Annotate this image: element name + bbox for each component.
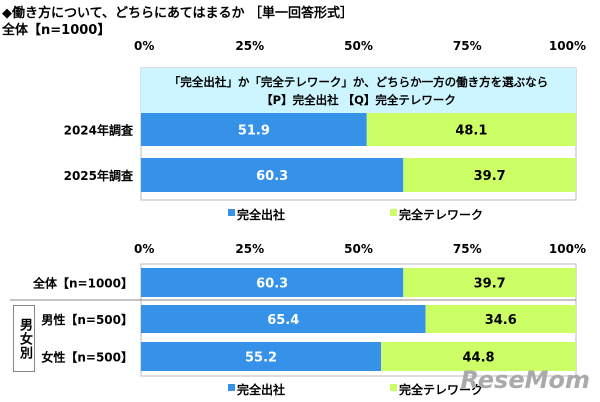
bar-office [141,305,426,333]
data-label: 39.7 [474,277,506,292]
data-label: 48.1 [455,124,487,139]
x-tick-label: 75% [453,39,482,53]
bar-telework [403,158,576,192]
x-tick-label: 100% [549,242,586,256]
category-label: 全体【n=1000】 [32,276,133,291]
data-label: 51.9 [238,124,270,139]
x-tick-label: 50% [344,39,373,53]
bar-telework [403,268,576,297]
header-text: 「完全出社」か「完全テレワーク」か、どちらか一方の働き方を選ぶなら [169,75,548,89]
data-label: 44.8 [463,351,495,366]
bar-office [141,342,382,371]
bar-office [141,158,404,192]
legend-label-telework: 完全テレワーク [399,382,483,397]
x-tick-label: 0% [134,39,154,53]
category-label: 女性【n=500】 [41,350,133,365]
header-text: 【P】完全出社 【Q】完全テレワーク [261,93,456,107]
legend-swatch-telework [390,209,397,216]
x-tick-label: 50% [344,242,373,256]
x-tick-label: 25% [235,242,264,256]
legend-label-telework: 完全テレワーク [399,207,483,222]
header-box [141,68,576,113]
data-label: 60.3 [256,277,288,292]
category-label: 2024年調査 [64,123,134,138]
bar-telework [366,113,576,146]
legend-swatch-telework [390,384,397,391]
legend-label-office: 完全出社 [237,207,285,222]
x-tick-label: 0% [134,242,154,256]
x-tick-label: 100% [549,39,586,53]
watermark-logo: ReseMom [460,366,590,394]
x-tick-label: 75% [453,242,482,256]
data-label: 60.3 [256,169,288,184]
data-label: 39.7 [474,169,506,184]
x-tick-label: 25% [235,39,264,53]
chart-subtitle: 全体【n=1000】 [2,23,111,38]
group-label: 男女別 [13,305,35,372]
bar-office [141,268,404,297]
legend-swatch-office [228,384,235,391]
category-label: 男性【n=500】 [41,312,133,327]
category-label: 2025年調査 [64,168,134,183]
data-label: 34.6 [485,313,517,328]
legend-label-office: 完全出社 [237,382,285,397]
legend-swatch-office [228,209,235,216]
bar-telework [381,342,576,371]
data-label: 55.2 [245,351,277,366]
bar-office [141,113,367,146]
chart-title: ◆働き方について、どちらにあてはまるか ［単一回答形式］ [2,6,353,21]
data-label: 65.4 [267,313,299,328]
bar-telework [425,305,576,333]
